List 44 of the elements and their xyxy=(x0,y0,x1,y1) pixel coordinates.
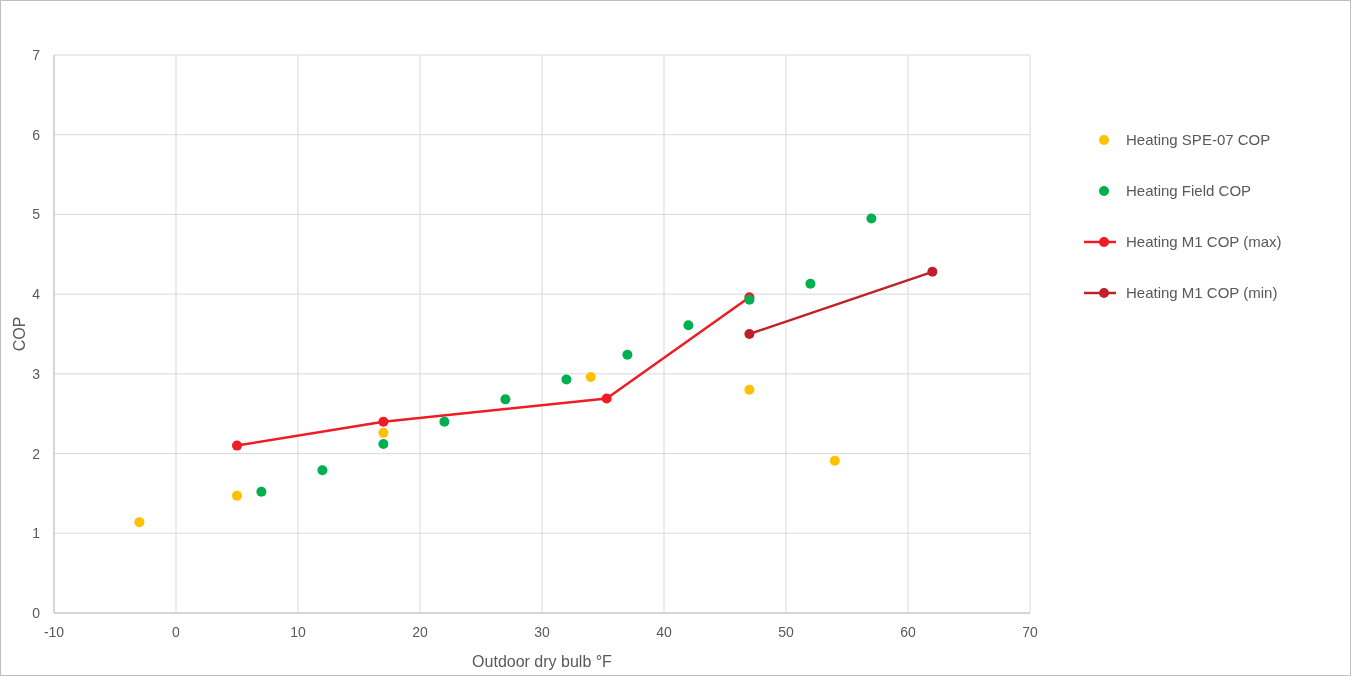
legend-label: Heating M1 COP (max) xyxy=(1126,233,1282,250)
y-tick-label: 4 xyxy=(32,286,41,303)
y-axis-title: COP xyxy=(11,316,28,352)
x-tick-label: 50 xyxy=(778,624,794,640)
point xyxy=(378,439,389,450)
point xyxy=(585,372,596,383)
point xyxy=(829,455,840,466)
x-tick-label: 40 xyxy=(656,624,672,640)
y-tick-label: 5 xyxy=(32,206,41,223)
point xyxy=(601,393,612,404)
x-tick-label: 20 xyxy=(412,624,428,640)
point xyxy=(927,266,938,277)
x-tick-label: -10 xyxy=(43,624,65,640)
point xyxy=(232,440,242,451)
point xyxy=(378,416,389,427)
point xyxy=(744,384,755,395)
point xyxy=(805,278,816,289)
point xyxy=(500,394,511,405)
legend-label: Heating SPE-07 COP xyxy=(1126,131,1271,148)
y-tick-label: 1 xyxy=(32,525,41,542)
point xyxy=(866,213,877,224)
y-tick-label: 2 xyxy=(32,445,41,462)
y-tick-label: 7 xyxy=(32,47,41,63)
legend-label: Heating Field COP xyxy=(1126,182,1252,199)
point xyxy=(439,416,450,427)
point xyxy=(378,427,389,438)
point xyxy=(317,465,328,476)
y-tick-label: 6 xyxy=(32,126,41,143)
x-tick-label: 70 xyxy=(1022,624,1038,640)
point xyxy=(256,486,267,497)
x-axis-title: Outdoor dry bulb °F xyxy=(472,653,613,670)
y-tick-label: 0 xyxy=(32,605,41,621)
point xyxy=(683,320,694,331)
x-tick-label: 0 xyxy=(172,624,181,640)
point xyxy=(622,349,633,360)
y-tick-label: 3 xyxy=(32,365,41,382)
point xyxy=(744,329,755,339)
point xyxy=(232,490,242,501)
point xyxy=(134,517,145,528)
legend-label: Heating M1 COP (min) xyxy=(1126,284,1278,301)
x-tick-label: 60 xyxy=(900,624,916,640)
x-tick-label: 30 xyxy=(534,624,550,640)
point xyxy=(561,374,572,385)
x-tick-label: 10 xyxy=(290,624,306,640)
